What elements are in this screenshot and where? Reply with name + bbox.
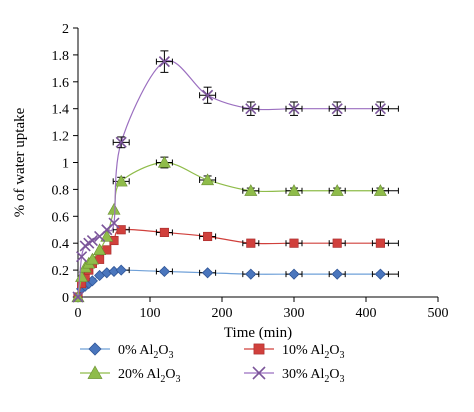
series-diamond [72,264,399,303]
data-point [332,238,342,248]
plot-area [71,50,399,303]
legend-label: 20% Al2O3 [118,367,181,385]
data-point [331,268,343,280]
data-point [331,103,343,115]
y-tick-label: 1 [62,157,69,172]
legend-label: 10% Al2O3 [282,343,345,361]
data-point [330,184,344,196]
data-point [76,251,88,263]
data-point [244,184,258,196]
data-point [157,155,171,168]
data-point [203,231,213,242]
x-tick-label: 400 [356,306,377,321]
data-point [201,173,215,186]
data-point [245,268,257,280]
data-point [158,265,170,278]
data-point [100,229,114,242]
legend-marker [87,365,103,379]
legend-label: 0% Al2O3 [118,343,174,361]
data-point [115,136,127,148]
legend-item: 20% Al2O3 [80,365,181,385]
data-point [288,103,300,115]
data-point [374,103,386,115]
data-point [245,103,257,115]
error-bar [328,101,346,116]
series-square [73,225,399,302]
y-tick-label: 2 [62,22,69,37]
y-tick-label: 0.8 [52,183,70,198]
data-point [114,174,128,187]
legend-marker [252,366,266,380]
y-tick-label: 1.2 [52,130,70,145]
legend-marker [88,342,102,356]
x-axis-title: Time (min) [224,325,292,341]
data-point [108,217,120,229]
data-point [202,89,214,101]
series-triangle [71,155,399,303]
data-point [246,238,256,248]
x-tick-label: 200 [212,306,233,321]
data-point [159,227,169,237]
data-point [72,291,84,303]
axes: 0 100 200 300 400 500 0 0.2 0.4 0.6 0.8 1 1.2 1.4 1.6 1… [52,22,449,321]
data-point [116,225,126,235]
data-point [374,268,386,280]
data-point [75,270,89,282]
legend-label: 30% Al2O3 [282,367,345,385]
y-tick-label: 0 [62,291,69,306]
data-point [115,264,127,276]
y-tick-label: 1.4 [52,103,70,118]
legend-item: 30% Al2O3 [244,366,345,385]
data-point [288,268,300,280]
data-point [85,252,99,265]
x-tick-label: 300 [284,306,305,321]
x-tick-label: 100 [140,306,161,321]
data-point [375,238,385,248]
y-tick-label: 0.6 [52,210,70,225]
legend-marker [253,343,265,355]
data-point [202,267,214,279]
series-x [72,50,399,303]
y-tick-label: 1.6 [52,76,70,91]
y-axis-title: % of water uptake [12,107,28,217]
legend-item: 10% Al2O3 [244,343,345,361]
legend-item: 0% Al2O3 [80,342,174,361]
data-point [287,184,301,196]
x-tick-label: 500 [428,306,449,321]
y-tick-label: 0.4 [52,237,70,252]
x-tick-label: 0 [75,306,82,321]
y-tick-label: 0.2 [52,264,70,279]
data-point [158,56,170,68]
data-point [93,243,107,256]
data-point [107,202,121,215]
legend: 0% Al2O3 10% Al2O3 20% Al2O3 30% Al2O3 [80,342,345,385]
data-point [86,234,98,247]
data-point [373,184,387,196]
y-tick-label: 1.8 [52,49,70,64]
data-point [289,238,299,248]
